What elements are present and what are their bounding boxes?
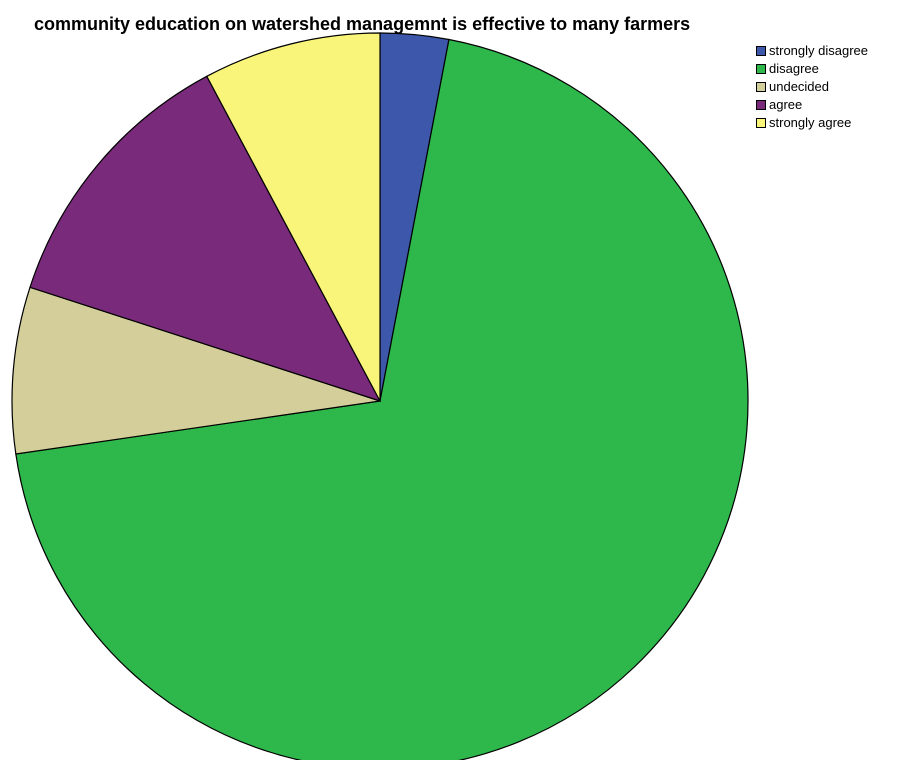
legend-item-undecided: undecided (756, 78, 868, 96)
legend-label: strongly agree (769, 115, 852, 130)
legend-label: disagree (769, 61, 819, 76)
pie-slice-undecided (11, 286, 381, 455)
pie-slice-strongly-agree (205, 32, 381, 402)
legend-swatch (756, 118, 766, 128)
chart-title: community education on watershed managem… (34, 14, 691, 34)
legend-item-strongly-agree: strongly agree (756, 114, 868, 132)
legend-label: strongly disagree (769, 43, 868, 58)
legend-item-agree: agree (756, 96, 868, 114)
legend-label: undecided (769, 79, 829, 94)
legend-label: agree (769, 97, 803, 112)
legend-swatch (756, 82, 766, 92)
legend-swatch (756, 100, 766, 110)
pie-slice-agree (29, 75, 382, 403)
legend-swatch (756, 64, 766, 74)
chart-legend: strongly disagree disagree undecided agr… (756, 42, 868, 132)
pie-slice-disagree (15, 38, 749, 760)
legend-item-strongly-disagree: strongly disagree (756, 42, 868, 60)
legend-item-disagree: disagree (756, 60, 868, 78)
legend-swatch (756, 46, 766, 56)
